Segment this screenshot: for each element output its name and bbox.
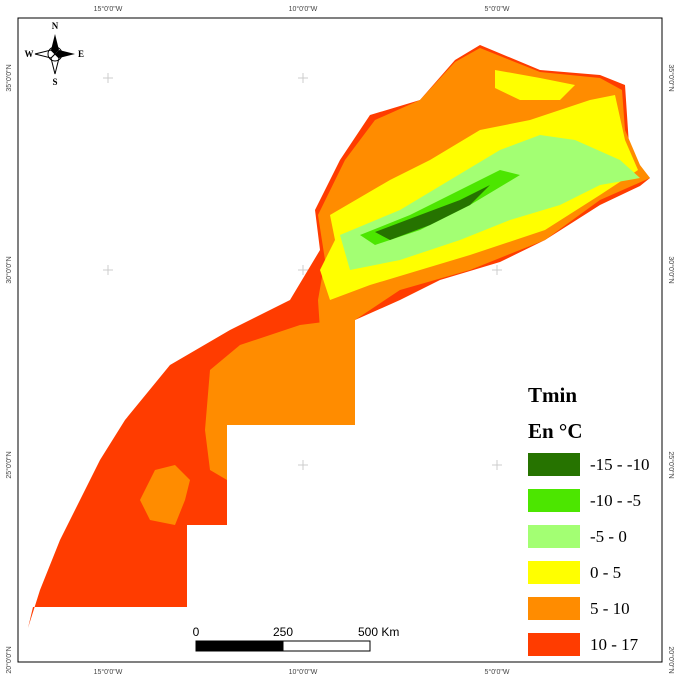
longitude-label: 5°0'0"W xyxy=(485,5,510,13)
legend-subtitle: En °C xyxy=(528,419,583,443)
longitude-label: 5°0'0"W xyxy=(485,668,510,676)
compass-letter: N xyxy=(52,21,59,31)
legend-label: 5 - 10 xyxy=(590,599,630,618)
scale-segment xyxy=(282,640,371,652)
compass: N S E W xyxy=(25,21,85,87)
legend-title: Tmin xyxy=(528,383,577,407)
legend-swatch xyxy=(528,597,580,620)
legend-swatch xyxy=(528,453,580,476)
zone xyxy=(205,318,355,480)
compass-letter: E xyxy=(78,49,84,59)
legend-swatch xyxy=(528,489,580,512)
legend-label: -10 - -5 xyxy=(590,491,641,510)
legend-swatch xyxy=(528,633,580,656)
latitude-label: 20°0'0"N xyxy=(667,646,675,673)
legend-swatch xyxy=(528,561,580,584)
legend: -15 - -10 -10 - -5 -5 - 0 0 - 5 5 - 10 10 - 1… xyxy=(528,453,649,656)
graticule-labels: 15°0'0"W 15°0'0"W 10°0'0"W 10°0'0"W 5°0'0"W 5… xyxy=(5,5,675,676)
zone xyxy=(140,465,190,525)
legend-label: 10 - 17 xyxy=(590,635,639,654)
compass-ring xyxy=(47,46,63,62)
compass-needle xyxy=(55,50,75,58)
latitude-label: 25°0'0"N xyxy=(5,451,13,478)
longitude-label: 15°0'0"W xyxy=(94,668,123,676)
longitude-label: 10°0'0"W xyxy=(289,5,318,13)
legend-label: 0 - 5 xyxy=(590,563,621,582)
scale-label: 500 Km xyxy=(358,625,399,639)
scale-label: 0 xyxy=(193,625,200,639)
temperature-zones xyxy=(28,45,650,628)
latitude-label: 30°0'0"N xyxy=(5,256,13,283)
compass-letter: W xyxy=(25,49,34,59)
latitude-label: 35°0'0"N xyxy=(5,64,13,91)
latitude-label: 20°0'0"N xyxy=(5,646,13,673)
longitude-label: 15°0'0"W xyxy=(94,5,123,13)
latitude-label: 25°0'0"N xyxy=(667,451,675,478)
longitude-label: 10°0'0"W xyxy=(289,668,318,676)
latitude-label: 30°0'0"N xyxy=(667,256,675,283)
zone xyxy=(495,70,575,100)
scale-label: 250 xyxy=(273,625,293,639)
zone xyxy=(340,135,640,270)
zone xyxy=(375,185,490,240)
scale-segment xyxy=(195,640,284,652)
compass-letter: S xyxy=(52,77,57,87)
legend-label: -15 - -10 xyxy=(590,455,649,474)
compass-needle xyxy=(51,34,59,54)
scale-bar: 0 250 500 Km xyxy=(193,625,399,652)
latitude-label: 35°0'0"N xyxy=(667,64,675,91)
legend-swatch xyxy=(528,525,580,548)
legend-label: -5 - 0 xyxy=(590,527,627,546)
